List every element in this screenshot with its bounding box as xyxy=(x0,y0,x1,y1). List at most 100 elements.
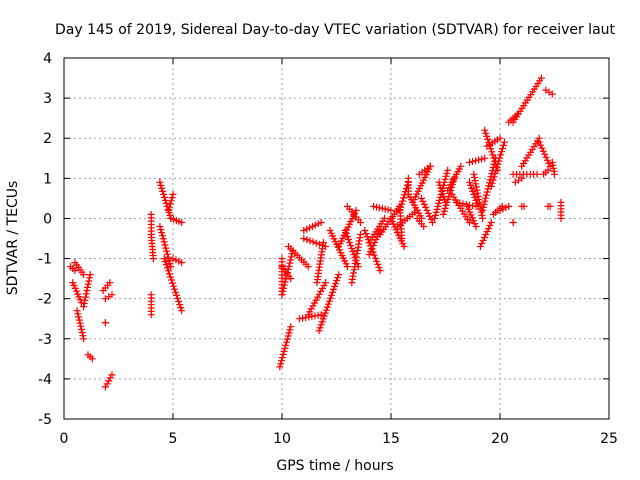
data-point xyxy=(162,244,170,252)
data-point xyxy=(499,141,507,149)
data-point xyxy=(440,207,448,215)
data-point xyxy=(496,134,504,142)
data-point xyxy=(86,274,93,282)
data-point xyxy=(164,253,172,261)
data-point xyxy=(470,170,478,178)
data-point xyxy=(483,228,491,235)
data-point xyxy=(482,191,490,199)
data-point xyxy=(443,198,451,206)
data-point xyxy=(280,281,288,289)
data-point xyxy=(334,274,342,282)
data-point xyxy=(491,170,499,178)
data-point xyxy=(436,196,443,204)
data-point xyxy=(174,294,182,302)
data-point xyxy=(439,210,447,218)
data-point xyxy=(164,267,172,275)
data-point xyxy=(75,316,83,324)
data-point xyxy=(76,319,84,327)
data-points xyxy=(67,74,565,391)
data-point xyxy=(161,258,169,266)
data-point xyxy=(489,176,497,184)
data-point xyxy=(178,259,186,267)
data-point xyxy=(466,158,473,166)
data-point xyxy=(542,153,550,161)
data-point xyxy=(424,209,432,217)
x-tick-label: 0 xyxy=(60,431,69,447)
data-point xyxy=(487,182,495,190)
data-point xyxy=(362,230,370,238)
data-point xyxy=(315,327,323,335)
data-point xyxy=(316,324,324,332)
data-point xyxy=(467,181,475,189)
series-eighteen xyxy=(448,178,482,230)
data-point xyxy=(161,193,168,201)
series-fifteen xyxy=(387,178,421,250)
data-point xyxy=(170,282,177,290)
y-tick-label: -1 xyxy=(38,252,52,268)
data-point xyxy=(159,235,167,243)
data-point xyxy=(441,204,449,212)
data-point xyxy=(400,194,408,202)
data-point xyxy=(279,288,287,295)
data-point xyxy=(370,251,378,259)
data-point xyxy=(168,194,176,202)
data-point xyxy=(161,241,169,249)
data-point xyxy=(147,311,155,319)
data-point xyxy=(469,202,477,210)
data-point xyxy=(80,271,88,279)
x-tick-label: 15 xyxy=(382,431,400,447)
data-point xyxy=(481,197,489,205)
data-point xyxy=(166,203,173,211)
data-point xyxy=(330,285,337,293)
data-point xyxy=(304,263,312,271)
data-point xyxy=(375,230,383,237)
data-point xyxy=(484,136,492,143)
data-point xyxy=(287,256,295,264)
data-point xyxy=(317,219,325,226)
data-point xyxy=(423,206,431,214)
data-point xyxy=(481,234,488,241)
data-point xyxy=(426,162,434,170)
x-axis-label: GPS time / hours xyxy=(276,458,393,474)
data-point xyxy=(77,325,85,333)
data-point xyxy=(404,190,412,198)
data-point xyxy=(357,219,364,226)
data-point xyxy=(433,205,441,213)
data-point xyxy=(352,206,360,214)
data-point xyxy=(78,329,86,336)
y-tick-label: 4 xyxy=(43,51,52,67)
data-point xyxy=(75,313,82,321)
data-point xyxy=(166,211,174,219)
data-point xyxy=(103,380,111,388)
data-point xyxy=(466,219,473,226)
data-point xyxy=(156,223,164,230)
data-point xyxy=(496,154,504,162)
data-point xyxy=(287,275,295,283)
series-twenty-one xyxy=(509,74,545,210)
data-point xyxy=(343,233,351,240)
data-point xyxy=(372,236,380,243)
data-point xyxy=(318,318,326,326)
data-point xyxy=(178,307,186,315)
data-point xyxy=(160,190,168,198)
data-point xyxy=(285,262,293,270)
y-tick-label: 2 xyxy=(43,131,52,147)
data-point xyxy=(303,236,311,244)
data-point xyxy=(481,126,489,134)
data-point xyxy=(287,253,295,261)
data-point xyxy=(541,150,549,158)
data-point xyxy=(281,278,289,286)
data-point xyxy=(328,291,335,299)
data-point xyxy=(284,332,292,340)
data-point xyxy=(546,202,554,210)
x-tick-label: 25 xyxy=(600,431,618,447)
data-point xyxy=(442,172,450,180)
data-point xyxy=(478,240,486,247)
data-point xyxy=(543,156,551,164)
data-point xyxy=(287,323,295,331)
x-tick-label: 10 xyxy=(273,431,291,447)
data-point xyxy=(324,300,332,308)
data-point xyxy=(332,280,340,287)
data-point xyxy=(286,326,294,334)
